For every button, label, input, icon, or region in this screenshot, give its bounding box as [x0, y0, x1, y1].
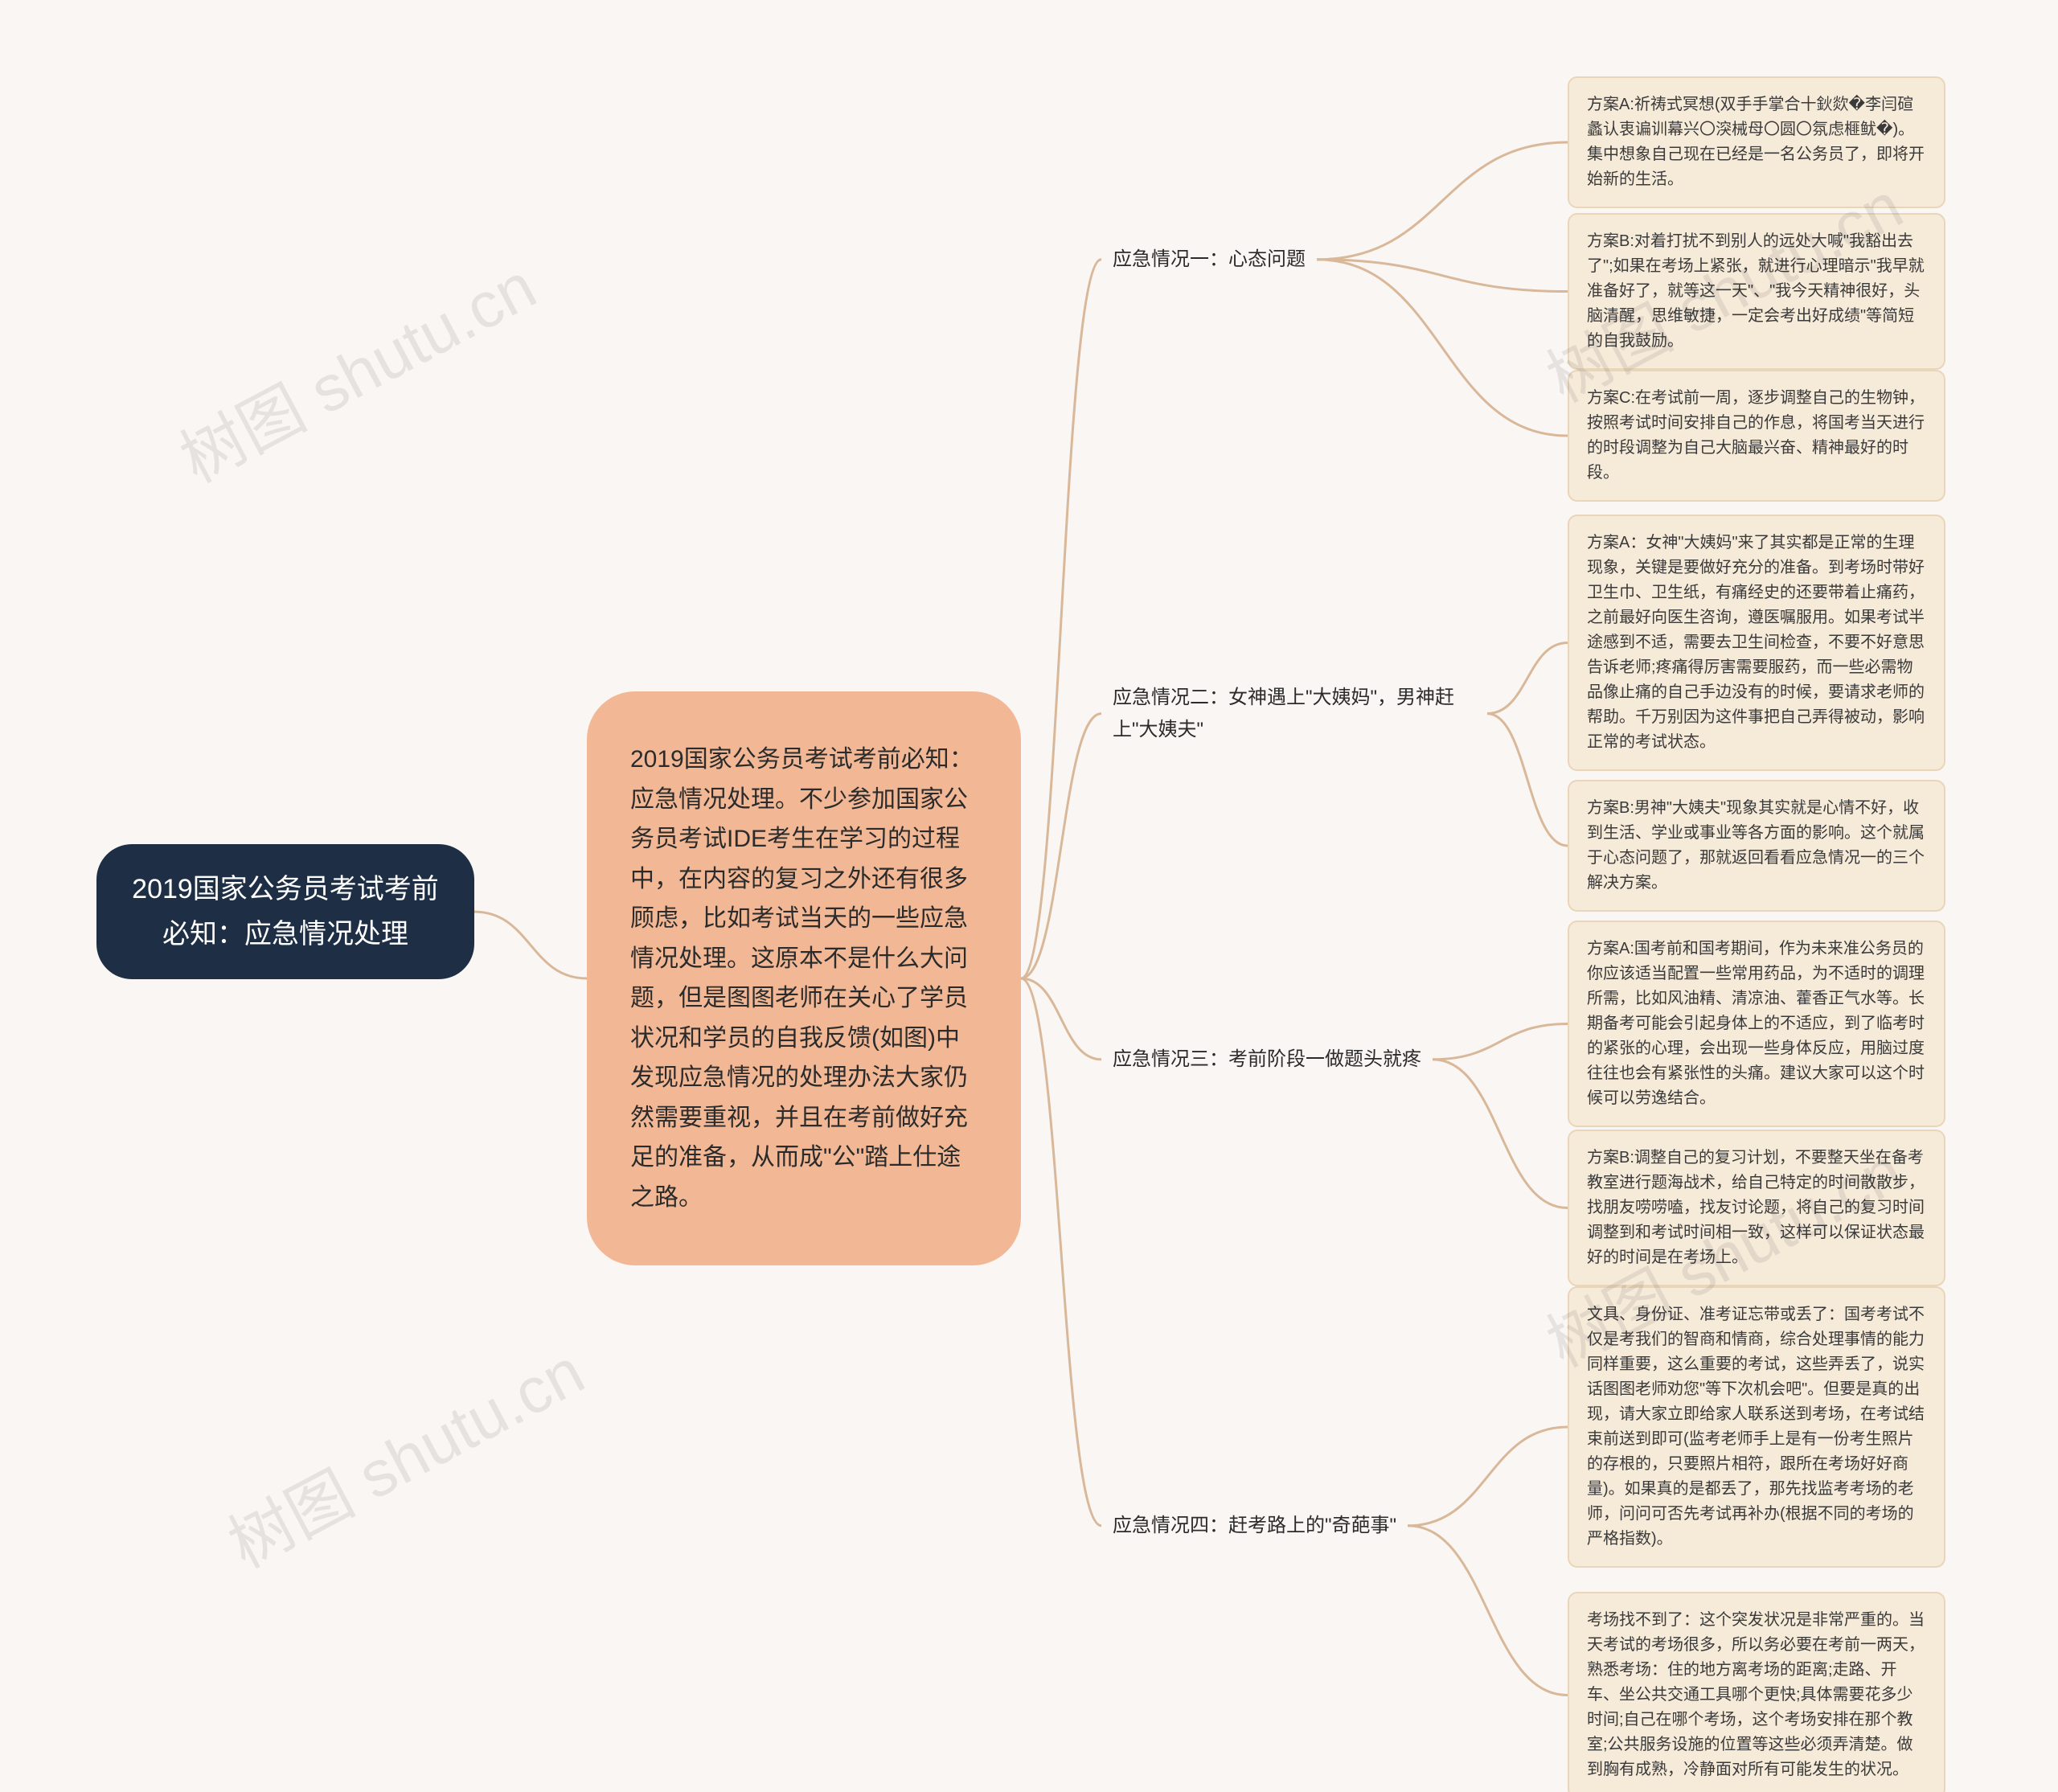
leaf-1-1[interactable]: 方案B:男神"大姨夫"现象其实就是心情不好，收到生活、学业或事业等各方面的影响。… [1568, 780, 1945, 912]
watermark-0: 树图 shutu.cn [162, 236, 549, 501]
leaf-2-1[interactable]: 方案B:调整自己的复习计划，不要整天坐在备考教室进行题海战术，给自己特定的时间散… [1568, 1130, 1945, 1286]
branch-label-1[interactable]: 应急情况二：女神遇上"大姨妈"，男神赶上"大姨夫" [1101, 675, 1487, 752]
leaf-2-0[interactable]: 方案A:国考前和国考期间，作为未来准公务员的你应该适当配置一些常用药品，为不适时… [1568, 921, 1945, 1127]
watermark-2: 树图 shutu.cn [210, 1321, 597, 1586]
level1-node[interactable]: 2019国家公务员考试考前必知：应急情况处理。不少参加国家公务员考试IDE考生在… [587, 691, 1021, 1265]
branch-label-0[interactable]: 应急情况一：心态问题 [1101, 237, 1317, 282]
leaf-3-0[interactable]: 文具、身份证、准考证忘带或丢了：国考考试不仅是考我们的智商和情商，综合处理事情的… [1568, 1286, 1945, 1568]
root-text: 2019国家公务员考试考前必知：应急情况处理 [132, 874, 439, 949]
branch-label-3[interactable]: 应急情况四：赶考路上的"奇葩事" [1101, 1503, 1408, 1548]
leaf-0-2[interactable]: 方案C:在考试前一周，逐步调整自己的生物钟，按照考试时间安排自己的作息，将国考当… [1568, 370, 1945, 502]
leaf-3-1[interactable]: 考场找不到了：这个突发状况是非常严重的。当天考试的考场很多，所以务必要在考前一两… [1568, 1592, 1945, 1792]
leaf-0-1[interactable]: 方案B:对着打扰不到别人的远处大喊"我豁出去了";如果在考场上紧张，就进行心理暗… [1568, 213, 1945, 370]
leaf-0-0[interactable]: 方案A:祈祷式冥想(双手手掌合十鈥欻�李闫碹蠡认衷谝训幕兴〇湥械母〇圆〇氛虑榧鱿… [1568, 76, 1945, 208]
branch-label-2[interactable]: 应急情况三：考前阶段一做题头就疼 [1101, 1037, 1433, 1082]
root-node[interactable]: 2019国家公务员考试考前必知：应急情况处理 [96, 844, 474, 979]
level1-text: 2019国家公务员考试考前必知：应急情况处理。不少参加国家公务员考试IDE考生在… [630, 746, 974, 1211]
leaf-1-0[interactable]: 方案A：女神"大姨妈"来了其实都是正常的生理现象，关键是要做好充分的准备。到考场… [1568, 515, 1945, 771]
